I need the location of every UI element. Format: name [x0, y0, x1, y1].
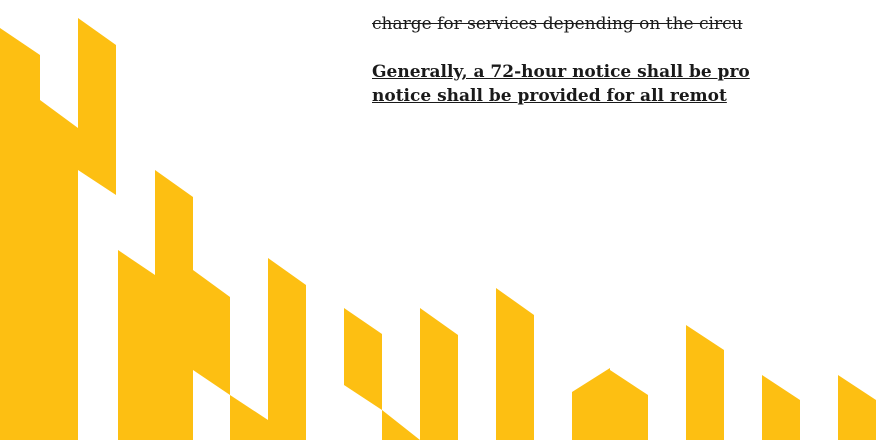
shape	[762, 375, 800, 440]
shape	[118, 250, 155, 440]
notice-line: notice shall be provided for all remot	[372, 86, 881, 106]
shape	[155, 170, 193, 440]
page: {"paragraphs": [ {"text": "charge for se…	[0, 0, 881, 444]
shape	[40, 100, 78, 440]
document: charge for services depending on the cir…	[0, 0, 881, 444]
shape	[610, 370, 648, 440]
shape	[838, 375, 876, 440]
shape	[686, 325, 724, 440]
shape	[344, 308, 382, 410]
shape	[0, 28, 40, 440]
notice-line: Generally, a 72-hour notice shall be pro	[372, 62, 881, 82]
shape	[382, 410, 420, 440]
shape	[268, 258, 306, 440]
shape	[420, 308, 458, 440]
shape	[78, 18, 116, 195]
shape	[230, 395, 268, 440]
shape	[572, 368, 610, 440]
paragraph-text: charge for services depending on the cir…	[372, 14, 881, 34]
shape	[496, 288, 534, 440]
shape	[193, 270, 230, 395]
